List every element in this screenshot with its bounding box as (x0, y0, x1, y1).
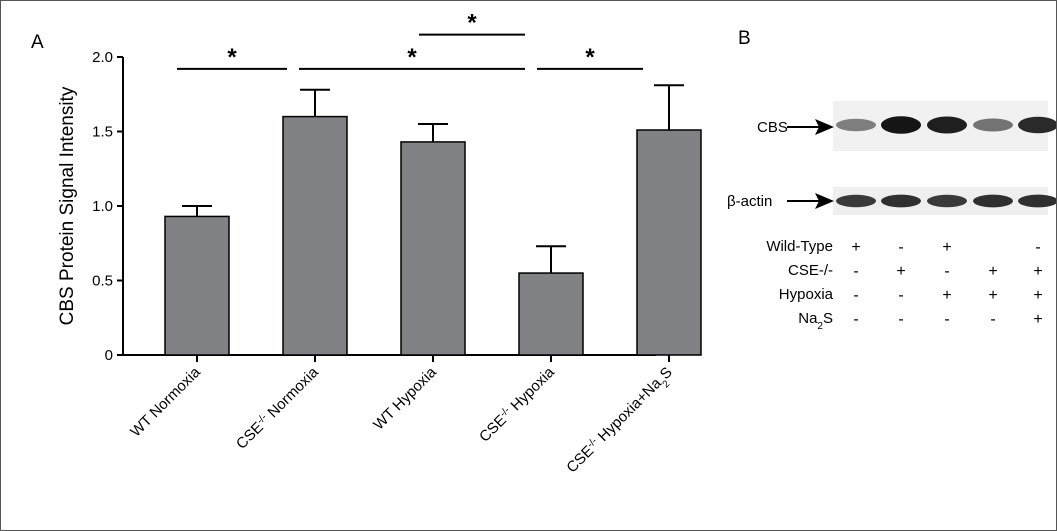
condition-sign: - (1035, 239, 1040, 256)
significance-star: * (467, 10, 477, 37)
y-tick-label: 1.0 (92, 198, 113, 215)
condition-sign: + (1033, 287, 1042, 304)
condition-sign: - (944, 263, 949, 280)
condition-sign: + (942, 287, 951, 304)
condition-sign: + (988, 287, 997, 304)
actin-band (927, 194, 967, 208)
condition-label: CSE-/- (788, 262, 833, 279)
x-category-label: CSE-/- Hypoxia+Na2S (563, 363, 679, 479)
condition-sign: - (853, 287, 858, 304)
cbs-row-label: CBS (757, 119, 788, 136)
x-category-label: WT Normoxia (127, 363, 204, 440)
x-category-label: WT Hypoxia (370, 363, 440, 433)
significance-star: * (585, 44, 595, 71)
panel-label-a: A (31, 32, 44, 53)
significance-star: * (407, 44, 417, 71)
bar (518, 272, 584, 356)
cbs-band (973, 118, 1013, 132)
y-tick-label: 0 (105, 347, 113, 364)
panel-label-b: B (738, 28, 751, 49)
arrow-head-icon (815, 119, 834, 135)
condition-sign: - (944, 311, 949, 328)
bar (636, 129, 702, 356)
bar (400, 141, 466, 356)
condition-label: Hypoxia (779, 286, 834, 303)
x-category-label: CSE-/- Hypoxia (476, 363, 559, 446)
condition-sign: - (990, 311, 995, 328)
condition-label: Na2S (798, 310, 833, 332)
condition-sign: + (942, 239, 951, 256)
arrow-head-icon (815, 193, 834, 209)
y-tick-label: 1.5 (92, 124, 113, 141)
western-blot-panel: CBS β-actin Wild-Type + - + - CSE-/- - + - + + Hypoxi… (727, 101, 1056, 332)
condition-sign: - (853, 311, 858, 328)
cbs-band (927, 116, 967, 134)
significance-star: * (227, 44, 237, 71)
condition-sign: - (898, 239, 903, 256)
actin-row-label: β-actin (727, 193, 772, 210)
condition-sign: + (851, 239, 860, 256)
condition-sign: + (1033, 263, 1042, 280)
condition-label: Wild-Type (766, 238, 833, 255)
bar (164, 215, 230, 356)
actin-band (881, 194, 921, 208)
actin-band (1018, 194, 1056, 208)
condition-sign: - (898, 311, 903, 328)
y-tick-label: 0.5 (92, 273, 113, 290)
cbs-band (881, 116, 921, 134)
condition-sign: + (1033, 311, 1042, 328)
x-category-label: CSE-/- Normoxia (233, 363, 323, 453)
condition-sign: - (853, 263, 858, 280)
bar (282, 115, 348, 356)
actin-band (973, 194, 1013, 208)
cbs-band (836, 118, 876, 132)
y-tick-label: 2.0 (92, 49, 113, 66)
condition-sign: + (896, 263, 905, 280)
cbs-band (1018, 116, 1056, 134)
condition-sign: + (988, 263, 997, 280)
condition-sign: - (898, 287, 903, 304)
actin-band (836, 194, 876, 208)
y-axis-title: CBS Protein Signal Intensity (57, 86, 78, 325)
bar-chart: 0 0.5 1.0 1.5 2.0 CBS Protein Signal Intensit… (57, 10, 702, 479)
